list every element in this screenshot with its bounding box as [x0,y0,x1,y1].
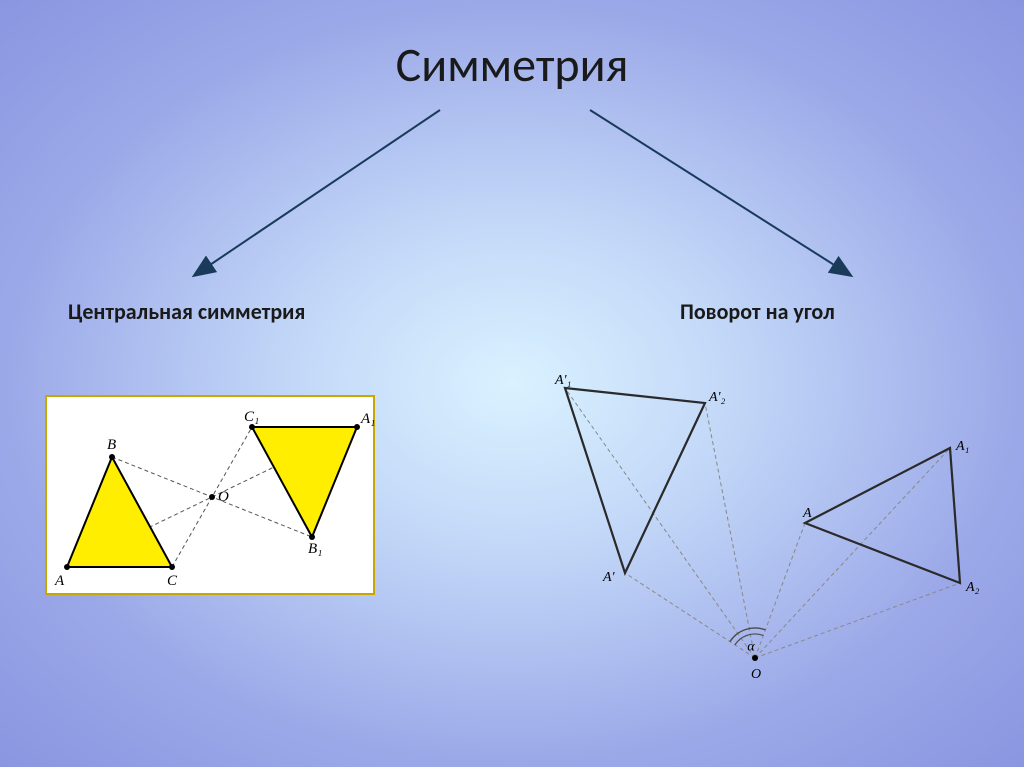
diagram-rotation: A'₁ A'₂ A' A₁ A A₂ Oα [530,368,980,678]
svg-text:C₁: C₁ [244,409,259,425]
svg-text:α: α [747,640,755,655]
svg-text:A₁: A₁ [955,439,969,454]
svg-text:O: O [751,667,761,678]
svg-text:A₁: A₁ [360,411,375,427]
svg-text:A₂: A₂ [965,580,980,595]
subtitle-central: Центральная симметрия [68,298,305,325]
svg-text:O: O [218,489,229,505]
svg-text:B₁: B₁ [308,541,322,557]
svg-text:A'₂: A'₂ [708,390,726,405]
svg-text:A: A [54,573,65,589]
svg-text:A': A' [602,570,616,585]
svg-text:B: B [107,437,116,453]
diagram-central-symmetry: A B C A₁ B₁ C₁ O [45,395,375,595]
subtitle-rotation: Поворот на угол [680,298,835,325]
svg-text:C: C [167,573,178,589]
svg-text:A: A [802,506,812,521]
svg-text:A'₁: A'₁ [554,373,571,388]
